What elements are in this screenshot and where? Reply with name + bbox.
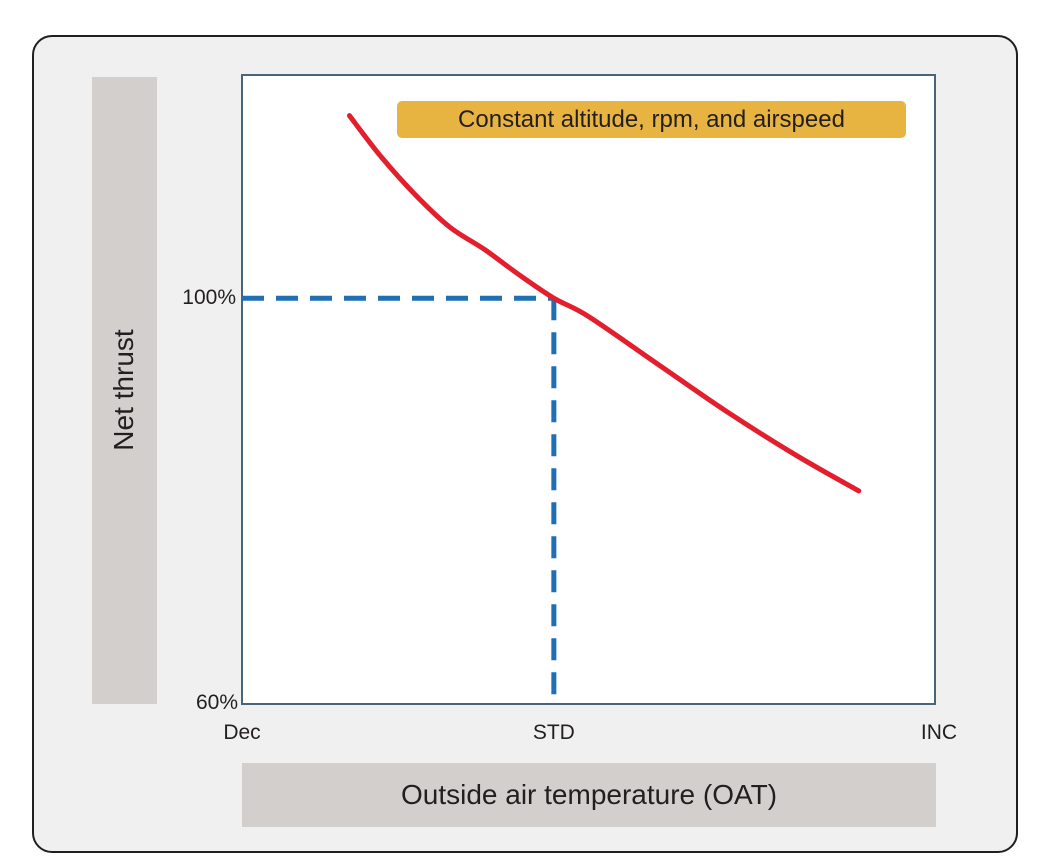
annotation-box: Constant altitude, rpm, and airspeed [397, 101, 906, 138]
y-axis-label-bar [92, 77, 157, 704]
plot-area [242, 75, 935, 704]
x-tick-label: INC [920, 721, 958, 744]
x-axis-label-bar [242, 763, 936, 827]
y-tick-label: 60% [195, 690, 238, 714]
x-tick-label: Dec [223, 721, 261, 744]
y-tick-label: 100% [182, 286, 236, 310]
x-axis-label: Outside air temperature (OAT) [400, 779, 778, 810]
series-line-net-thrust [346, 113, 862, 494]
plot-border [241, 74, 936, 705]
x-tick-label: STD [532, 721, 575, 744]
